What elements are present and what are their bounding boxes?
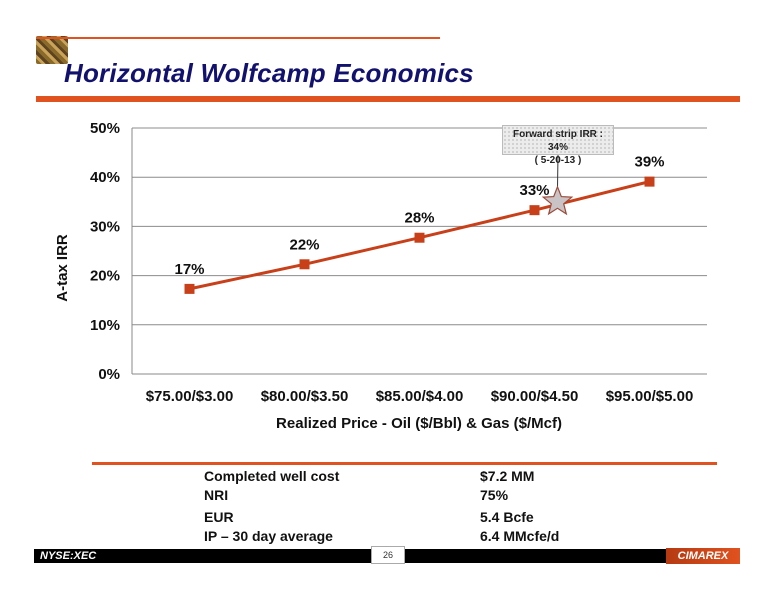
x-tick-label: $95.00/$5.00 bbox=[606, 388, 694, 405]
x-tick-label: $80.00/$3.50 bbox=[261, 388, 349, 405]
x-axis-title: Realized Price - Oil ($/Bbl) & Gas ($/Mc… bbox=[276, 415, 562, 432]
stat-label: EUR bbox=[204, 509, 234, 525]
x-axis-ticks: $75.00/$3.00 $80.00/$3.50 $85.00/$4.00 $90.… bbox=[146, 388, 694, 405]
data-point-marker bbox=[184, 283, 195, 294]
x-tick-label: $90.00/$4.50 bbox=[491, 388, 579, 405]
data-label: 17% bbox=[174, 261, 204, 278]
star-icon bbox=[541, 185, 574, 216]
y-tick-label: 10% bbox=[90, 317, 120, 334]
y-tick-label: 30% bbox=[90, 218, 120, 235]
callout-connector bbox=[557, 154, 559, 188]
stat-value: $7.2 MM bbox=[480, 468, 535, 484]
data-label: 28% bbox=[404, 210, 434, 227]
stat-label: Completed well cost bbox=[204, 468, 340, 484]
y-tick-label: 0% bbox=[98, 366, 120, 383]
footer-ticker: NYSE:XEC bbox=[40, 550, 97, 562]
stats-divider bbox=[92, 462, 717, 465]
data-point-marker bbox=[414, 232, 425, 243]
data-point-marker bbox=[529, 205, 540, 216]
footer-brand-logo: CIMAREX bbox=[666, 548, 740, 564]
stat-value: 6.4 MMcfe/d bbox=[480, 528, 560, 544]
title-underline-bar bbox=[36, 96, 740, 102]
stat-value: 75% bbox=[480, 487, 509, 503]
stat-label: NRI bbox=[204, 487, 229, 503]
data-label: 39% bbox=[634, 154, 664, 171]
y-tick-label: 20% bbox=[90, 268, 120, 285]
callout-line-2: ( 5-20-13 ) bbox=[534, 155, 582, 166]
forward-strip-annotation bbox=[541, 154, 574, 216]
stat-value: 5.4 Bcfe bbox=[480, 509, 534, 525]
data-label: 33% bbox=[519, 182, 549, 199]
chart-gridlines bbox=[131, 127, 707, 375]
data-point-marker bbox=[299, 259, 310, 270]
x-tick-label: $75.00/$3.00 bbox=[146, 388, 234, 405]
callout-line-1: Forward strip IRR : 34% bbox=[512, 129, 603, 153]
irr-series: 17% 22% 28% 33% 39% bbox=[174, 154, 665, 294]
y-axis-ticks: 0% 10% 20% 30% 40% 50% bbox=[90, 120, 120, 383]
title-accent-line bbox=[36, 37, 440, 39]
y-tick-label: 40% bbox=[90, 169, 120, 186]
stat-label: IP – 30 day average bbox=[204, 528, 333, 544]
data-label: 22% bbox=[289, 236, 319, 253]
x-tick-label: $85.00/$4.00 bbox=[376, 388, 464, 405]
page-number: 26 bbox=[371, 546, 405, 564]
data-point-marker bbox=[644, 176, 655, 187]
y-tick-label: 50% bbox=[90, 120, 120, 137]
y-axis-title: A-tax IRR bbox=[54, 234, 71, 302]
forward-strip-callout: Forward strip IRR : 34% ( 5-20-13 ) bbox=[502, 125, 614, 166]
slide-title: Horizontal Wolfcamp Economics bbox=[64, 58, 474, 88]
company-logo-image bbox=[36, 36, 68, 64]
